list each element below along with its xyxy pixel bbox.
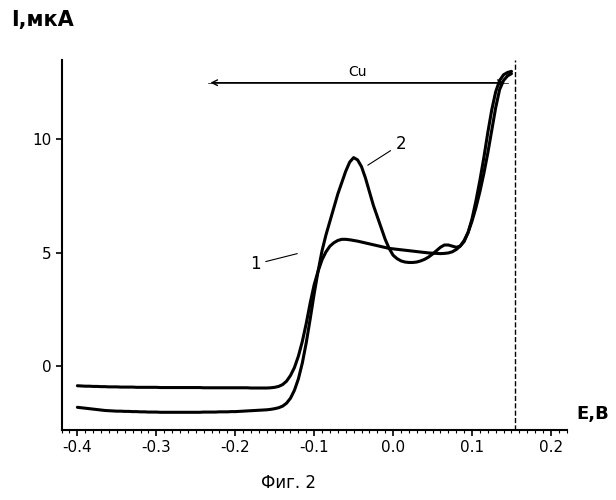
Text: 2: 2 bbox=[368, 135, 407, 165]
Text: Е,В: Е,В bbox=[577, 404, 610, 422]
Text: Cu: Cu bbox=[348, 66, 367, 80]
Text: I,мкA: I,мкA bbox=[11, 10, 74, 30]
Text: 1: 1 bbox=[249, 254, 298, 274]
Text: Фиг. 2: Фиг. 2 bbox=[261, 474, 317, 492]
